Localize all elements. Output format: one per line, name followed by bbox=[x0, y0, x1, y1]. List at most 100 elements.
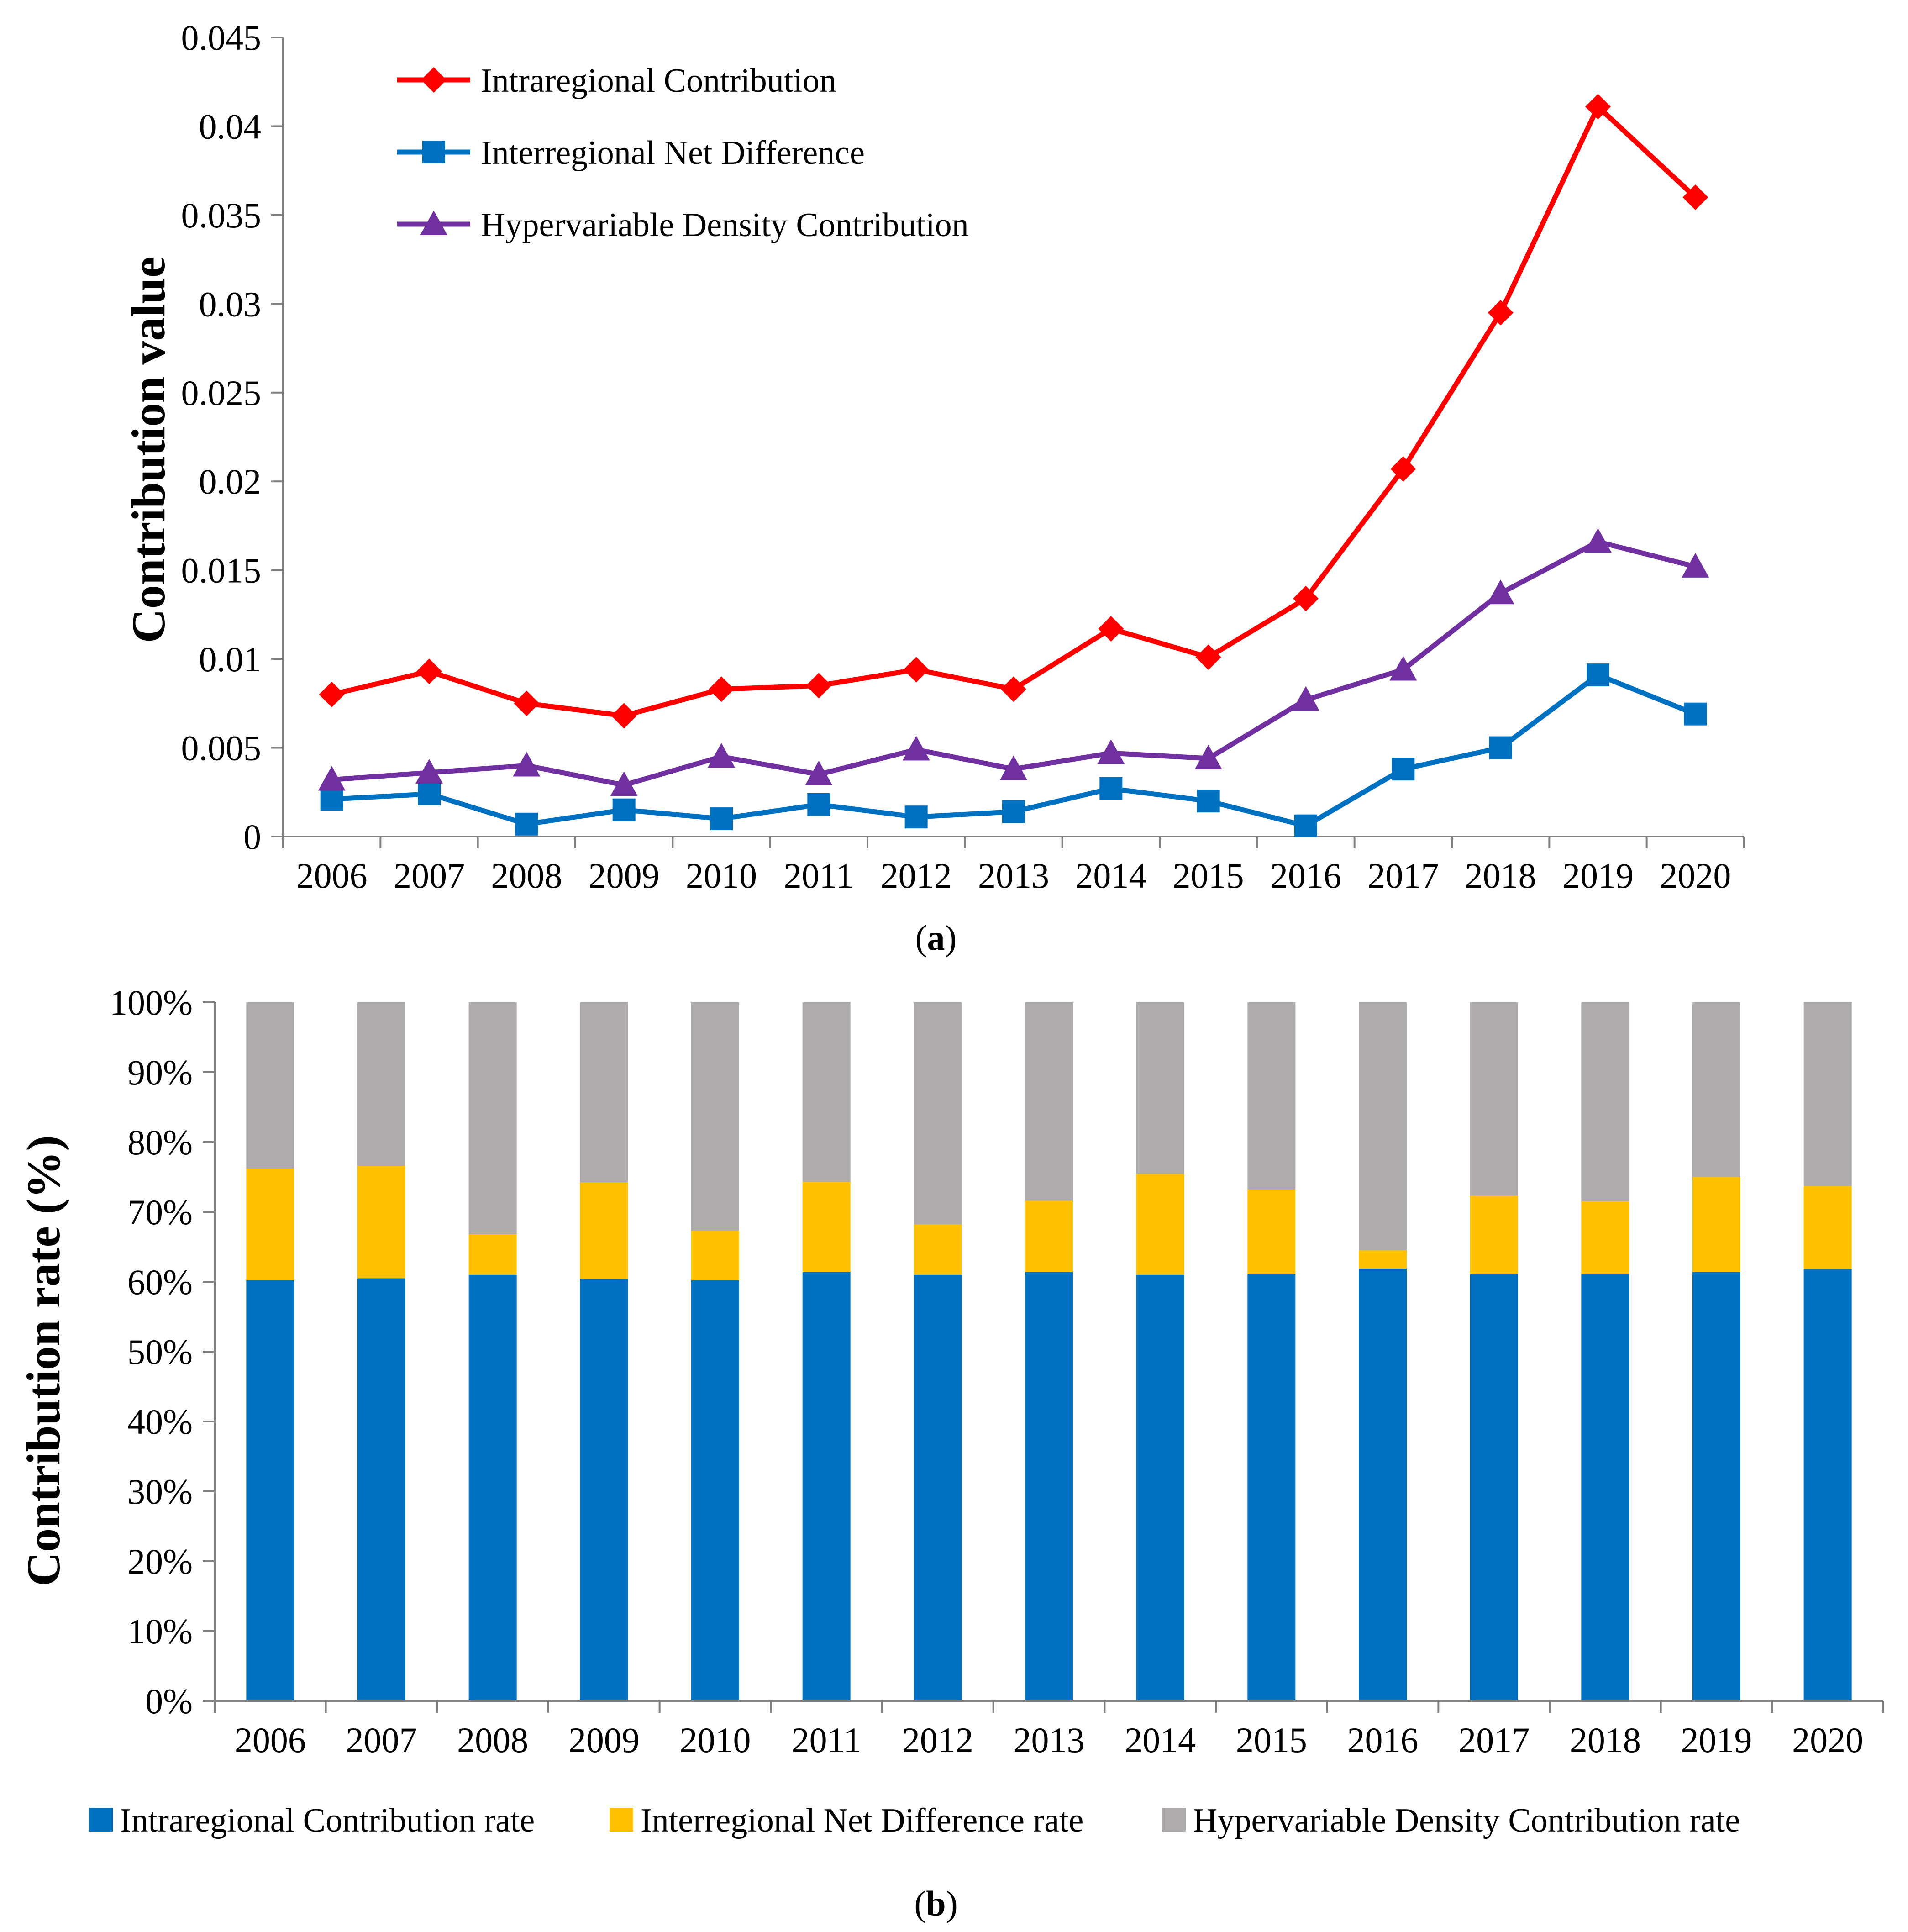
x-tick-label: 2019 bbox=[1681, 1720, 1752, 1760]
legend-marker bbox=[421, 67, 447, 93]
data-point bbox=[418, 782, 441, 805]
bar-segment bbox=[802, 1002, 851, 1182]
data-point bbox=[319, 681, 345, 707]
bar-segment bbox=[1247, 1190, 1296, 1274]
bar-stack-2019 bbox=[1692, 1002, 1740, 1701]
x-tick-label: 2012 bbox=[881, 856, 952, 895]
bar-segment bbox=[691, 1280, 739, 1701]
legend-entry: Interregional Net Difference bbox=[397, 134, 865, 172]
x-tick-label: 2007 bbox=[346, 1720, 417, 1760]
caption-b: (b) bbox=[914, 1884, 957, 1923]
y-tick-label: 0.005 bbox=[181, 728, 262, 768]
x-tick-label: 2011 bbox=[792, 1720, 862, 1760]
x-tick-label: 2018 bbox=[1465, 856, 1536, 895]
data-point bbox=[415, 759, 443, 784]
data-point bbox=[320, 788, 343, 811]
bar-segment bbox=[1470, 1195, 1518, 1274]
y-tick-label: 10% bbox=[127, 1611, 193, 1651]
data-point bbox=[903, 657, 929, 683]
data-point bbox=[709, 676, 734, 702]
data-point bbox=[1585, 94, 1611, 120]
x-tick-label: 2006 bbox=[235, 1720, 306, 1760]
bar-segment bbox=[1692, 1272, 1740, 1701]
x-tick-label: 2008 bbox=[491, 856, 562, 895]
data-point bbox=[710, 807, 733, 831]
y-tick-label: 80% bbox=[127, 1122, 193, 1162]
x-tick-label: 2010 bbox=[680, 1720, 751, 1760]
legend-label: Interregional Net Difference rate bbox=[641, 1802, 1083, 1839]
bar-segment bbox=[468, 1002, 517, 1234]
data-point bbox=[1682, 184, 1708, 210]
bar-stack-2018 bbox=[1581, 1002, 1629, 1701]
legend-entry: Intraregional Contribution bbox=[397, 62, 836, 100]
data-point bbox=[1001, 676, 1026, 702]
x-tick-label: 2014 bbox=[1125, 1720, 1196, 1760]
bar-segment bbox=[1692, 1002, 1740, 1177]
bar-segment bbox=[1692, 1177, 1740, 1272]
x-tick-label: 2009 bbox=[568, 1720, 640, 1760]
y-tick-label: 60% bbox=[127, 1262, 193, 1302]
x-tick-label: 2006 bbox=[296, 856, 368, 895]
data-point bbox=[1587, 663, 1609, 687]
legend: Intraregional Contribution rate Interregi… bbox=[89, 1802, 1740, 1839]
bar-segment bbox=[1025, 1002, 1073, 1201]
data-point bbox=[1000, 755, 1027, 780]
x-tick-label: 2013 bbox=[1014, 1720, 1085, 1760]
data-point bbox=[1099, 777, 1123, 800]
x-tick-label: 2015 bbox=[1173, 856, 1244, 895]
legend-swatch bbox=[1162, 1808, 1186, 1832]
y-tick-label: 0.035 bbox=[181, 195, 262, 235]
data-point bbox=[902, 736, 930, 761]
bar-stack-2012 bbox=[914, 1002, 962, 1701]
axes bbox=[271, 37, 1745, 848]
data-point bbox=[612, 798, 636, 821]
data-point bbox=[1294, 814, 1317, 837]
bar-stack-2013 bbox=[1025, 1002, 1073, 1701]
caption-a: (a) bbox=[915, 918, 957, 958]
x-tick-label: 2010 bbox=[686, 856, 757, 895]
stacked-bar-chart-panel-b: 0%10%20%30%40%50%60%70%80%90%100% 2006 20… bbox=[17, 983, 1884, 1923]
data-point bbox=[1390, 456, 1416, 482]
y-tick-label: 50% bbox=[127, 1332, 193, 1372]
data-point bbox=[904, 805, 928, 829]
y-tick-label: 90% bbox=[127, 1053, 193, 1092]
data-point bbox=[513, 752, 541, 777]
bar-segment bbox=[1247, 1002, 1296, 1190]
data-point bbox=[807, 793, 830, 816]
data-point bbox=[1487, 579, 1514, 605]
legend-label: Interregional Net Difference bbox=[481, 134, 865, 172]
x-tick-label: 2011 bbox=[784, 856, 854, 895]
data-point bbox=[1488, 300, 1514, 326]
x-axis-ticks: 2006 2007 2008 2009 2010 2011 2012 2013 2014 2015… bbox=[296, 856, 1731, 895]
bar-segment bbox=[1359, 1268, 1407, 1701]
x-tick-label: 2012 bbox=[902, 1720, 973, 1760]
bar-segment bbox=[246, 1280, 294, 1701]
bar-segment bbox=[1025, 1200, 1073, 1272]
bar-segment bbox=[580, 1002, 628, 1183]
bar-segment bbox=[1803, 1002, 1852, 1186]
bar-stack-2015 bbox=[1247, 1002, 1296, 1701]
bar-stack-2009 bbox=[580, 1002, 628, 1701]
legend-marker bbox=[420, 211, 447, 235]
x-tick-label: 2009 bbox=[589, 856, 660, 895]
data-point bbox=[1584, 528, 1612, 553]
y-tick-label: 20% bbox=[127, 1542, 193, 1581]
legend: Intraregional Contribution Interregional … bbox=[397, 62, 969, 244]
y-tick-label: 0 bbox=[243, 817, 261, 857]
data-point bbox=[1195, 644, 1221, 670]
bar-segment bbox=[357, 1278, 405, 1701]
bar-stack-2017 bbox=[1470, 1002, 1518, 1701]
y-tick-label: 30% bbox=[127, 1472, 193, 1511]
legend-entry: Hypervariable Density Contribution rate bbox=[1162, 1802, 1740, 1839]
x-tick-label: 2016 bbox=[1270, 856, 1341, 895]
x-tick-label: 2017 bbox=[1458, 1720, 1530, 1760]
bar-segment bbox=[802, 1272, 851, 1701]
bar-stack-2007 bbox=[357, 1002, 405, 1701]
bar-segment bbox=[357, 1166, 405, 1279]
y-tick-label: 0.02 bbox=[199, 462, 262, 501]
data-point bbox=[1684, 702, 1707, 726]
data-point bbox=[514, 690, 540, 716]
bar-segment bbox=[246, 1169, 294, 1280]
data-point bbox=[318, 766, 346, 791]
data-point bbox=[805, 760, 833, 785]
